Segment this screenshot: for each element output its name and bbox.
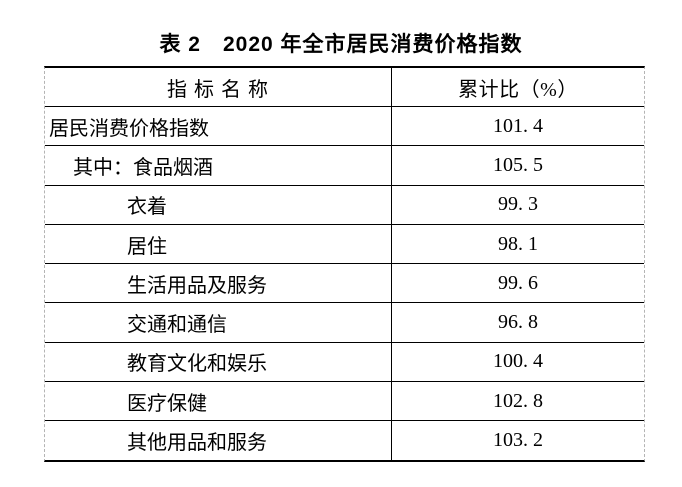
cpi-table: 指 标 名 称 累计比（%） 居民消费价格指数 101. 4 其中：食品烟酒 105.… xyxy=(44,66,645,462)
table-row: 教育文化和娱乐 100. 4 xyxy=(45,341,644,382)
row-label: 生活用品及服务 xyxy=(45,264,392,303)
table-row: 医疗保健 102. 8 xyxy=(45,381,644,421)
row-label: 其他用品和服务 xyxy=(45,421,392,460)
table-row: 居住 98. 1 xyxy=(45,223,644,264)
row-value: 103. 2 xyxy=(493,429,543,452)
row-label: 教育文化和娱乐 xyxy=(45,342,392,382)
row-label: 医疗保健 xyxy=(45,382,392,421)
table-row: 其他用品和服务 103. 2 xyxy=(45,420,644,460)
row-value: 98. 1 xyxy=(498,232,538,255)
table-body: 居民消费价格指数 101. 4 其中：食品烟酒 105. 5 衣着 99. 3 居住 98. … xyxy=(45,106,644,460)
row-value: 96. 8 xyxy=(498,311,538,334)
row-label: 交通和通信 xyxy=(45,303,392,342)
table-header-row: 指 标 名 称 累计比（%） xyxy=(45,68,644,106)
table-title: 表 2 2020 年全市居民消费价格指数 xyxy=(159,33,523,56)
row-label: 衣着 xyxy=(45,185,392,224)
row-value: 102. 8 xyxy=(493,389,543,412)
row-label: 居住 xyxy=(45,224,392,264)
row-label: 居民消费价格指数 xyxy=(45,107,392,146)
table-row: 交通和通信 96. 8 xyxy=(45,302,644,342)
table-row: 衣着 99. 3 xyxy=(45,184,644,224)
column-header-cumulative-ratio: 累计比（%） xyxy=(458,78,578,101)
row-label: 其中：食品烟酒 xyxy=(45,146,392,185)
row-value: 101. 4 xyxy=(493,114,543,137)
row-value: 99. 3 xyxy=(498,193,538,216)
table-row: 生活用品及服务 99. 6 xyxy=(45,263,644,303)
table-row: 其中：食品烟酒 105. 5 xyxy=(45,145,644,185)
row-value: 99. 6 xyxy=(498,271,538,294)
table-row: 居民消费价格指数 101. 4 xyxy=(45,106,644,146)
row-value: 105. 5 xyxy=(493,153,543,176)
column-header-indicator-name: 指 标 名 称 xyxy=(45,68,392,106)
row-value: 100. 4 xyxy=(493,350,543,373)
